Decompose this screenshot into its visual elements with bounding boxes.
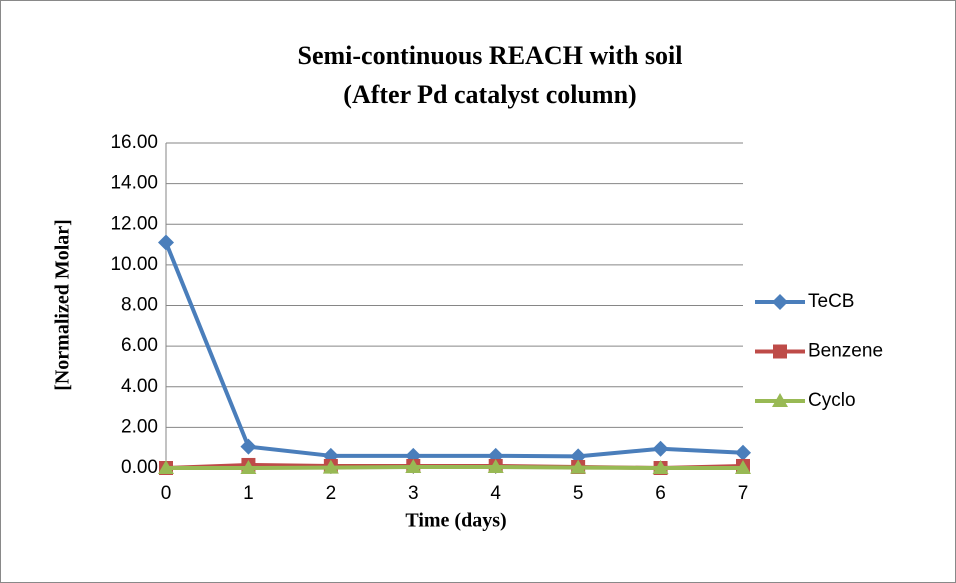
chart-title: Semi-continuous REACH with soil bbox=[298, 41, 683, 70]
x-tick-label: 1 bbox=[243, 483, 254, 504]
x-tick-label: 3 bbox=[408, 483, 419, 504]
series-line bbox=[164, 241, 744, 459]
chart-title: (After Pd catalyst column) bbox=[343, 80, 636, 109]
marker bbox=[322, 459, 339, 474]
marker bbox=[240, 460, 257, 474]
marker bbox=[772, 294, 788, 310]
marker bbox=[773, 344, 787, 359]
y-tick-label: 4.00 bbox=[121, 376, 158, 397]
y-tick-label: 16.00 bbox=[110, 132, 158, 153]
marker bbox=[487, 458, 504, 473]
y-tick-label: 2.00 bbox=[121, 416, 158, 437]
marker bbox=[735, 444, 751, 461]
marker bbox=[405, 458, 422, 473]
y-tick-label: 12.00 bbox=[110, 213, 158, 234]
y-tick-label: 8.00 bbox=[121, 295, 158, 316]
legend-label: Cyclo bbox=[808, 390, 856, 411]
x-tick-label: 0 bbox=[161, 483, 172, 504]
y-tick-label: 10.00 bbox=[110, 254, 158, 275]
marker bbox=[652, 440, 669, 457]
x-tick-label: 4 bbox=[490, 483, 501, 504]
series-line bbox=[166, 464, 743, 470]
x-axis-label: Time (days) bbox=[405, 510, 506, 532]
y-tick-label: 6.00 bbox=[121, 335, 158, 356]
marker bbox=[652, 460, 669, 474]
marker bbox=[772, 393, 788, 407]
marker bbox=[570, 459, 587, 474]
y-axis-label: [Normalized Molar] bbox=[52, 219, 74, 391]
x-tick-label: 6 bbox=[655, 483, 666, 504]
marker bbox=[158, 460, 174, 474]
x-tick-label: 5 bbox=[573, 483, 584, 504]
x-tick-label: 2 bbox=[326, 483, 337, 504]
legend-label: TeCB bbox=[808, 291, 854, 312]
legend-label: Benzene bbox=[808, 341, 883, 362]
marker bbox=[240, 438, 257, 455]
marker bbox=[735, 460, 751, 474]
y-tick-label: 0.00 bbox=[121, 457, 158, 478]
marker bbox=[158, 234, 174, 251]
y-tick-label: 14.00 bbox=[110, 173, 158, 194]
x-tick-label: 7 bbox=[738, 483, 749, 504]
